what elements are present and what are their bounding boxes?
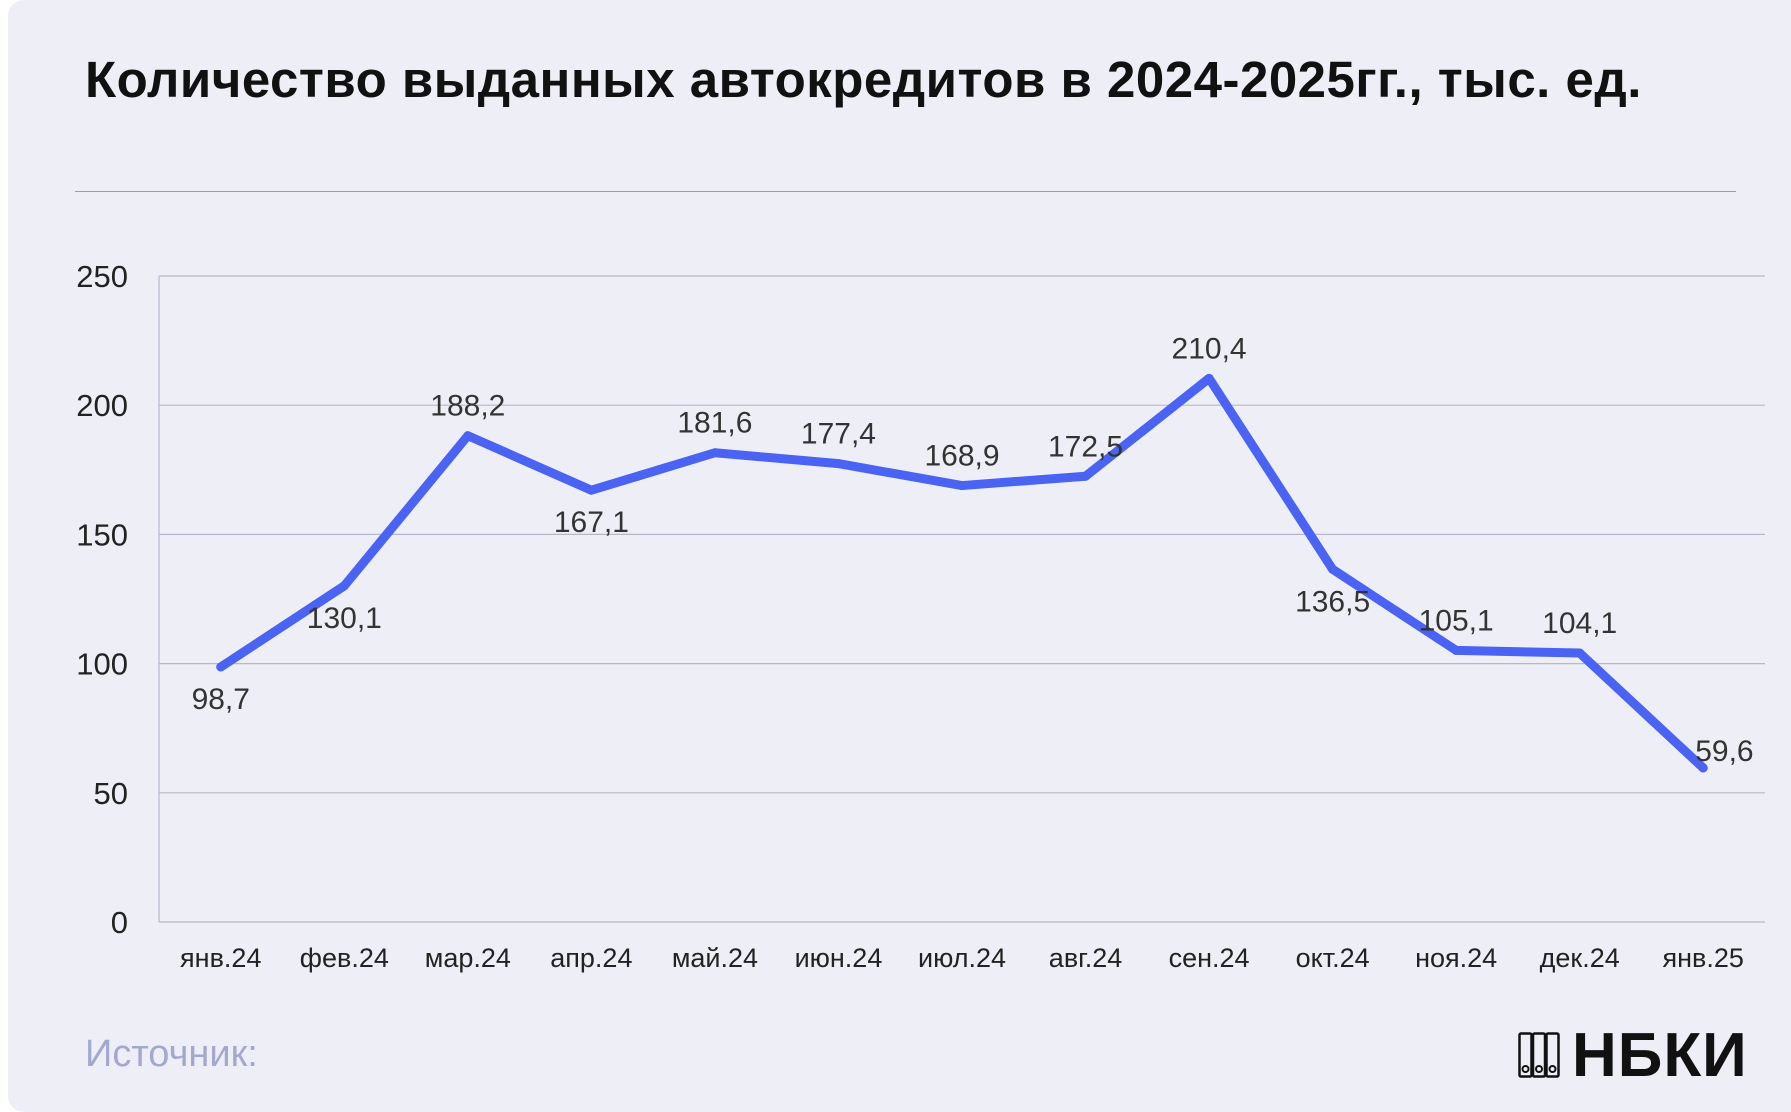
data-point-12 (1698, 763, 1708, 773)
data-label-7: 172,5 (1048, 430, 1123, 463)
x-tick-label-3: апр.24 (550, 943, 632, 973)
y-tick-label-100: 100 (76, 647, 128, 682)
data-point-5 (833, 459, 843, 469)
data-point-8 (1204, 373, 1214, 383)
data-label-0: 98,7 (192, 683, 250, 716)
data-point-11 (1575, 648, 1585, 658)
binders-icon (1518, 1032, 1560, 1078)
title-divider (75, 191, 1736, 192)
data-point-2 (463, 431, 473, 441)
data-point-3 (586, 485, 596, 495)
data-label-4: 181,6 (677, 407, 752, 440)
data-point-4 (710, 448, 720, 458)
x-tick-label-11: дек.24 (1540, 943, 1620, 973)
data-label-11: 104,1 (1542, 607, 1617, 640)
data-point-1 (339, 581, 349, 591)
x-tick-label-4: май.24 (672, 943, 758, 973)
y-tick-label-250: 250 (76, 259, 128, 294)
x-tick-label-12: янв.25 (1663, 943, 1744, 973)
data-label-8: 210,4 (1172, 332, 1247, 365)
data-point-7 (1081, 471, 1091, 481)
y-tick-label-200: 200 (76, 388, 128, 423)
chart-title: Количество выданных автокредитов в 2024-… (85, 51, 1642, 108)
data-point-6 (957, 481, 967, 491)
x-tick-label-0: янв.24 (180, 943, 261, 973)
logo-text: НБКИ (1572, 1020, 1748, 1090)
x-tick-label-8: сен.24 (1169, 943, 1250, 973)
data-label-9: 136,5 (1295, 585, 1370, 618)
x-tick-label-9: окт.24 (1296, 943, 1370, 973)
y-tick-label-150: 150 (76, 517, 128, 552)
x-tick-label-2: мар.24 (425, 943, 511, 973)
data-label-6: 168,9 (924, 440, 999, 473)
x-tick-label-5: июн.24 (795, 943, 883, 973)
y-tick-label-0: 0 (111, 905, 128, 940)
x-tick-label-6: июл.24 (918, 943, 1006, 973)
data-label-10: 105,1 (1419, 604, 1494, 637)
data-point-10 (1451, 645, 1461, 655)
data-point-9 (1328, 564, 1338, 574)
data-label-12: 59,6 (1695, 735, 1753, 768)
data-label-5: 177,4 (801, 418, 876, 451)
y-tick-label-50: 50 (94, 776, 128, 811)
data-label-2: 188,2 (430, 390, 505, 423)
x-tick-label-7: авг.24 (1049, 943, 1122, 973)
data-label-3: 167,1 (554, 506, 629, 539)
series-line-0 (216, 373, 1708, 773)
data-point-0 (216, 662, 226, 672)
source-label: Источник: (85, 1033, 258, 1075)
nbki-logo: НБКИ (1518, 1020, 1748, 1090)
data-label-1: 130,1 (307, 602, 382, 635)
x-tick-label-1: фев.24 (300, 943, 389, 973)
x-tick-label-10: ноя.24 (1415, 943, 1497, 973)
chart-card (8, 0, 1791, 1112)
